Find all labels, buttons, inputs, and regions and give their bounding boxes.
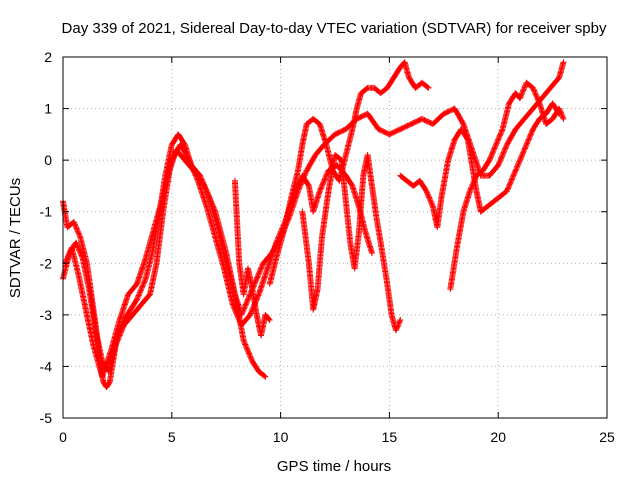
x-tick-label: 20 (490, 429, 506, 445)
plot-frame (62, 56, 608, 419)
axis-ticks (62, 56, 608, 419)
y-tick-label: -3 (40, 307, 53, 323)
data-points (60, 59, 567, 391)
tick-labels: 0 5 10 15 20 25 -5 -4 -3 -2 -1 0 1 2 (40, 49, 615, 445)
y-tick-label: 1 (44, 101, 52, 117)
x-axis-label: GPS time / hours (277, 458, 391, 475)
chart-title: Day 339 of 2021, Sidereal Day-to-day VTE… (62, 20, 607, 37)
y-tick-label: 2 (44, 49, 52, 65)
series-markers (397, 100, 563, 231)
x-tick-label: 5 (168, 429, 176, 445)
series-markers (299, 152, 404, 334)
y-axis-label: SDTVAR / TECUs (7, 178, 24, 298)
x-tick-label: 25 (599, 429, 615, 445)
y-tick-label: 0 (44, 152, 52, 168)
series-markers (231, 177, 273, 339)
y-tick-label: -2 (40, 255, 53, 271)
y-tick-label: -4 (40, 358, 53, 374)
x-tick-label: 15 (382, 429, 398, 445)
x-tick-label: 0 (59, 429, 67, 445)
y-tick-label: -1 (40, 204, 53, 220)
x-tick-label: 10 (273, 429, 289, 445)
y-tick-label: -5 (40, 410, 53, 426)
series-markers (447, 79, 567, 293)
